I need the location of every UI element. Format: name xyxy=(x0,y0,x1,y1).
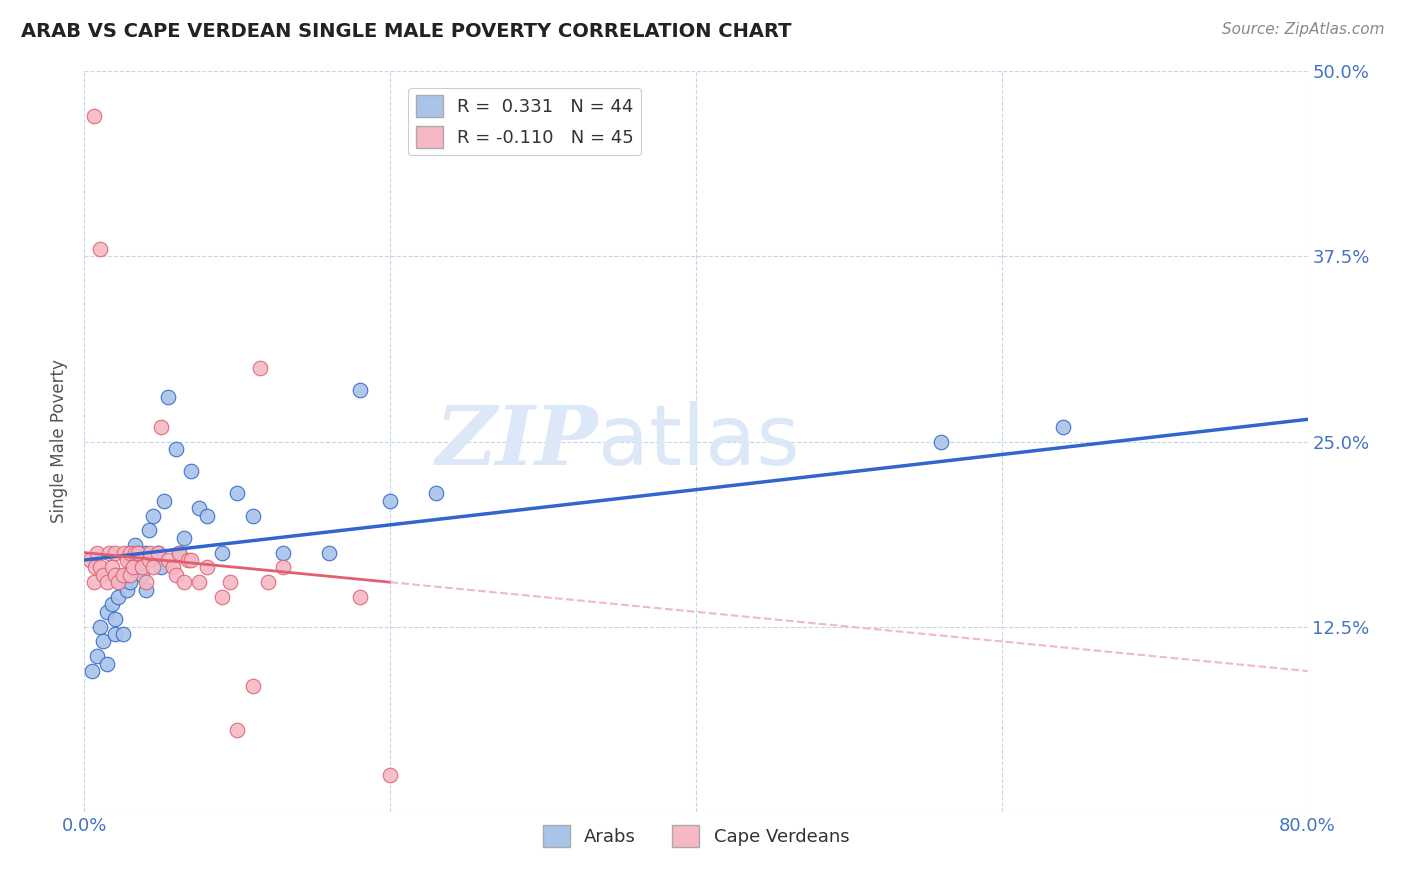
Text: ZIP: ZIP xyxy=(436,401,598,482)
Point xyxy=(80,664,103,678)
Point xyxy=(177,553,200,567)
Point xyxy=(188,575,211,590)
Point xyxy=(120,553,142,567)
Point xyxy=(104,627,127,641)
Point xyxy=(127,546,149,560)
Point xyxy=(165,442,187,456)
Point xyxy=(107,575,129,590)
Point xyxy=(425,486,447,500)
Point xyxy=(180,464,202,478)
Point xyxy=(83,575,105,590)
Point xyxy=(162,560,184,574)
Point xyxy=(86,649,108,664)
Point xyxy=(96,575,118,590)
Point xyxy=(149,560,172,574)
Point xyxy=(153,493,176,508)
Point xyxy=(96,605,118,619)
Point xyxy=(146,546,169,560)
Point xyxy=(112,567,135,582)
Point xyxy=(122,560,145,574)
Point xyxy=(249,360,271,375)
Point xyxy=(104,546,127,560)
Point xyxy=(120,567,142,582)
Point xyxy=(149,419,172,434)
Point xyxy=(138,524,160,538)
Point xyxy=(318,546,340,560)
Point xyxy=(111,627,134,641)
Point xyxy=(127,546,149,560)
Y-axis label: Single Male Poverty: Single Male Poverty xyxy=(51,359,69,524)
Point xyxy=(83,109,105,123)
Point xyxy=(146,546,169,560)
Text: ARAB VS CAPE VERDEAN SINGLE MALE POVERTY CORRELATION CHART: ARAB VS CAPE VERDEAN SINGLE MALE POVERTY… xyxy=(21,22,792,41)
Point xyxy=(135,582,157,597)
Point xyxy=(242,508,264,523)
Point xyxy=(135,546,157,560)
Point xyxy=(108,575,131,590)
Legend: Arabs, Cape Verdeans: Arabs, Cape Verdeans xyxy=(536,818,856,855)
Point xyxy=(226,486,249,500)
Point xyxy=(101,598,124,612)
Point xyxy=(242,679,264,693)
Point xyxy=(104,567,127,582)
Point xyxy=(173,531,195,545)
Point xyxy=(195,508,218,523)
Point xyxy=(104,612,127,626)
Point xyxy=(218,575,240,590)
Point xyxy=(89,560,111,574)
Point xyxy=(142,560,165,574)
Point xyxy=(124,546,146,560)
Point xyxy=(349,590,371,604)
Point xyxy=(112,546,135,560)
Point xyxy=(101,560,124,574)
Point xyxy=(111,567,134,582)
Point xyxy=(142,508,165,523)
Point xyxy=(167,546,190,560)
Point xyxy=(107,590,129,604)
Point xyxy=(380,767,402,781)
Point xyxy=(139,546,162,560)
Point xyxy=(89,242,111,256)
Point xyxy=(84,560,107,574)
Point xyxy=(195,560,218,574)
Point xyxy=(91,567,114,582)
Point xyxy=(226,723,249,738)
Point xyxy=(138,553,160,567)
Point xyxy=(97,546,120,560)
Point xyxy=(165,567,187,582)
Point xyxy=(257,575,280,590)
Point xyxy=(122,560,145,574)
Text: Source: ZipAtlas.com: Source: ZipAtlas.com xyxy=(1222,22,1385,37)
Point xyxy=(211,590,233,604)
Point xyxy=(380,493,402,508)
Point xyxy=(157,553,180,567)
Point xyxy=(120,575,142,590)
Point xyxy=(271,560,294,574)
Point xyxy=(86,546,108,560)
Point xyxy=(211,546,233,560)
Point xyxy=(180,553,202,567)
Point xyxy=(89,619,111,633)
Point xyxy=(1052,419,1074,434)
Point xyxy=(115,582,138,597)
Point xyxy=(349,383,371,397)
Point xyxy=(96,657,118,671)
Point xyxy=(135,575,157,590)
Point xyxy=(124,538,146,552)
Point xyxy=(167,546,190,560)
Point xyxy=(271,546,294,560)
Point xyxy=(929,434,952,449)
Point xyxy=(91,634,114,648)
Text: atlas: atlas xyxy=(598,401,800,482)
Point xyxy=(131,560,153,574)
Point xyxy=(188,501,211,516)
Point xyxy=(120,546,142,560)
Point xyxy=(115,553,138,567)
Point xyxy=(157,390,180,404)
Point xyxy=(131,567,153,582)
Point xyxy=(79,553,101,567)
Point xyxy=(173,575,195,590)
